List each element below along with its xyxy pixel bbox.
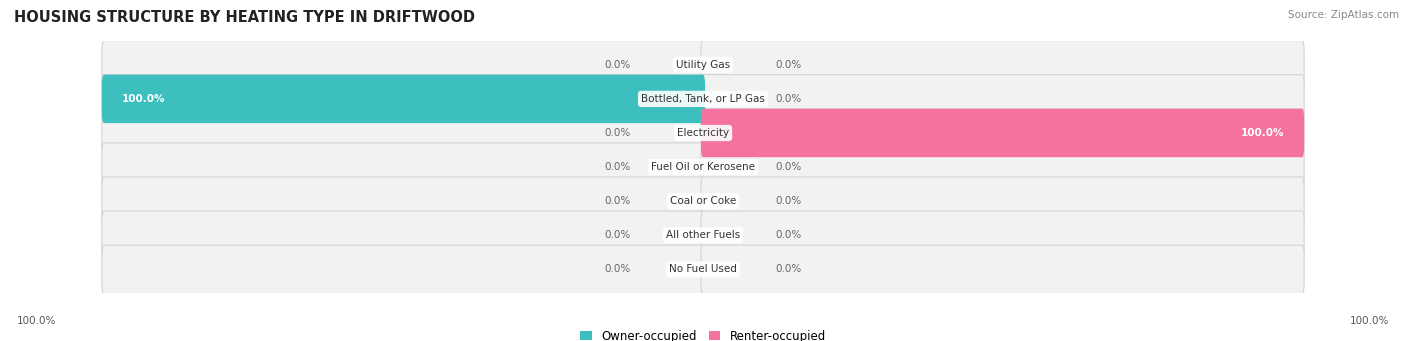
Text: Source: ZipAtlas.com: Source: ZipAtlas.com — [1288, 10, 1399, 20]
FancyBboxPatch shape — [101, 211, 704, 260]
Text: Fuel Oil or Kerosene: Fuel Oil or Kerosene — [651, 162, 755, 172]
FancyBboxPatch shape — [702, 211, 1305, 260]
Text: 0.0%: 0.0% — [605, 196, 631, 206]
Text: No Fuel Used: No Fuel Used — [669, 264, 737, 275]
FancyBboxPatch shape — [101, 177, 704, 225]
FancyBboxPatch shape — [702, 245, 1305, 294]
FancyBboxPatch shape — [702, 143, 1305, 191]
FancyBboxPatch shape — [101, 109, 704, 157]
Text: 0.0%: 0.0% — [605, 60, 631, 70]
Text: 0.0%: 0.0% — [775, 94, 801, 104]
Text: Electricity: Electricity — [676, 128, 730, 138]
Text: Coal or Coke: Coal or Coke — [669, 196, 737, 206]
Legend: Owner-occupied, Renter-occupied: Owner-occupied, Renter-occupied — [579, 330, 827, 341]
Text: 0.0%: 0.0% — [605, 162, 631, 172]
Text: All other Fuels: All other Fuels — [666, 230, 740, 240]
FancyBboxPatch shape — [101, 41, 704, 89]
Text: 0.0%: 0.0% — [775, 162, 801, 172]
Text: 0.0%: 0.0% — [605, 230, 631, 240]
FancyBboxPatch shape — [101, 143, 704, 191]
Text: 0.0%: 0.0% — [605, 128, 631, 138]
Text: 100.0%: 100.0% — [1240, 128, 1284, 138]
FancyBboxPatch shape — [101, 75, 704, 123]
FancyBboxPatch shape — [702, 109, 1305, 157]
Text: 0.0%: 0.0% — [775, 230, 801, 240]
Text: 0.0%: 0.0% — [775, 196, 801, 206]
Text: Bottled, Tank, or LP Gas: Bottled, Tank, or LP Gas — [641, 94, 765, 104]
Text: Utility Gas: Utility Gas — [676, 60, 730, 70]
Text: 0.0%: 0.0% — [605, 264, 631, 275]
Text: 0.0%: 0.0% — [775, 60, 801, 70]
Text: 100.0%: 100.0% — [17, 315, 56, 326]
FancyBboxPatch shape — [101, 245, 704, 294]
Text: 100.0%: 100.0% — [1350, 315, 1389, 326]
FancyBboxPatch shape — [702, 41, 1305, 89]
Text: HOUSING STRUCTURE BY HEATING TYPE IN DRIFTWOOD: HOUSING STRUCTURE BY HEATING TYPE IN DRI… — [14, 10, 475, 25]
FancyBboxPatch shape — [702, 75, 1305, 123]
Text: 0.0%: 0.0% — [775, 264, 801, 275]
FancyBboxPatch shape — [702, 177, 1305, 225]
Text: 100.0%: 100.0% — [122, 94, 166, 104]
FancyBboxPatch shape — [702, 109, 1305, 157]
FancyBboxPatch shape — [101, 75, 704, 123]
